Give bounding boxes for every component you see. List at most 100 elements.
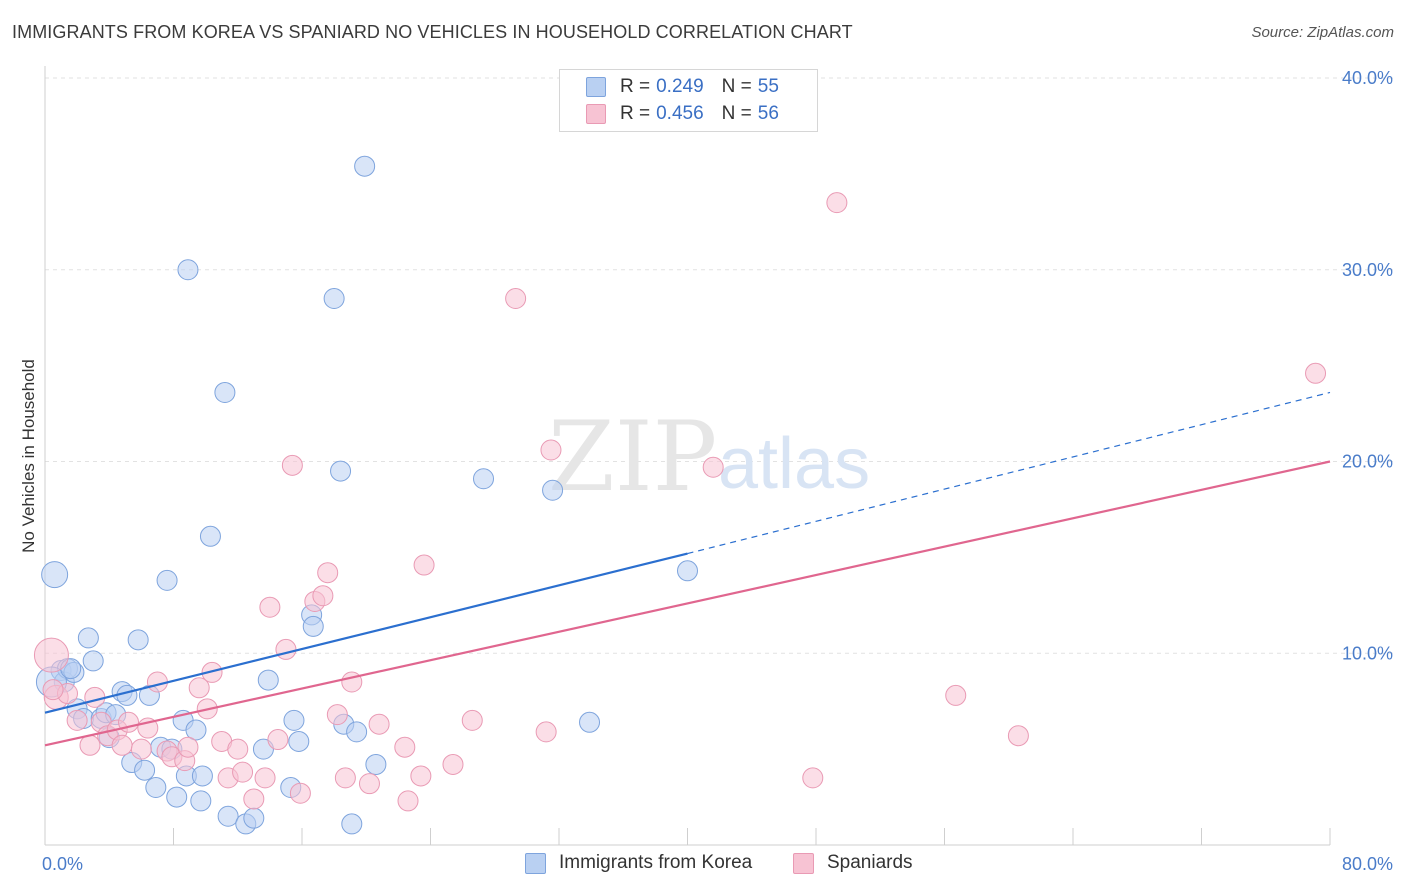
point-korea	[677, 560, 698, 582]
point-spaniards	[535, 721, 557, 743]
point-korea	[542, 479, 564, 501]
trend-line-spaniards	[44, 460, 1331, 747]
legend-n-value: 55	[757, 76, 779, 97]
legend-swatch-spaniards	[586, 104, 606, 124]
point-spaniards	[289, 782, 311, 804]
point-spaniards	[111, 734, 133, 756]
point-korea	[156, 569, 178, 591]
series-swatch-korea	[525, 852, 546, 874]
point-korea	[243, 807, 265, 829]
point-spaniards	[461, 709, 483, 731]
point-spaniards	[275, 638, 297, 660]
trend-lines	[44, 391, 1331, 747]
point-spaniards	[243, 788, 265, 810]
point-spaniards	[267, 729, 289, 751]
point-korea	[257, 669, 279, 691]
point-korea	[199, 525, 221, 547]
point-korea	[579, 711, 601, 733]
y-tick-label: 10.0%	[1342, 643, 1393, 663]
point-korea	[116, 684, 138, 706]
stats-legend: R = 0.249 N = 55 R = 0.456 N = 56	[559, 69, 818, 132]
point-korea	[177, 259, 199, 281]
point-spaniards	[945, 684, 967, 706]
point-korea	[323, 288, 345, 310]
legend-n-label: N =	[721, 103, 752, 124]
y-tick-label: 30.0%	[1342, 260, 1393, 280]
x-tick-label: 80.0%	[1342, 854, 1393, 874]
point-korea	[217, 805, 239, 827]
point-spaniards	[368, 713, 390, 735]
point-spaniards	[826, 192, 848, 214]
point-korea	[134, 759, 156, 781]
point-spaniards	[84, 686, 106, 708]
point-spaniards	[312, 585, 334, 607]
point-spaniards	[232, 761, 254, 783]
point-spaniards	[227, 738, 249, 760]
legend-n-label: N =	[721, 76, 752, 97]
point-spaniards	[130, 738, 152, 760]
watermark-atlas: atlas	[718, 424, 870, 504]
point-spaniards	[1007, 725, 1029, 747]
point-spaniards	[42, 679, 64, 701]
legend-r-value: 0.456	[656, 103, 704, 124]
data-points	[33, 155, 1327, 835]
point-korea	[283, 709, 305, 731]
point-spaniards	[317, 562, 339, 584]
legend-swatch-korea	[586, 77, 606, 97]
series-label-korea: Immigrants from Korea	[559, 852, 753, 873]
point-korea	[166, 786, 188, 808]
x-tick-label: 0.0%	[42, 854, 83, 874]
point-spaniards	[505, 288, 527, 310]
trend-line-korea	[44, 552, 688, 714]
point-spaniards	[358, 773, 380, 795]
point-korea	[191, 765, 213, 787]
point-spaniards	[442, 753, 464, 775]
point-korea	[214, 381, 236, 403]
point-spaniards	[33, 637, 69, 673]
legend-row-spaniards: R = 0.456 N = 56	[586, 102, 779, 126]
series-legend-spaniards: Spaniards	[793, 852, 913, 874]
series-legend: Immigrants from Korea Spaniards	[0, 852, 1406, 878]
trend-line-korea-projection	[687, 391, 1331, 555]
point-spaniards	[326, 704, 348, 726]
point-korea	[330, 460, 352, 482]
point-korea	[354, 155, 376, 177]
point-spaniards	[254, 767, 276, 789]
grid-lines	[45, 77, 1393, 654]
point-spaniards	[540, 439, 562, 461]
point-spaniards	[281, 454, 303, 476]
point-spaniards	[394, 736, 416, 758]
point-spaniards	[410, 765, 432, 787]
y-tick-label: 40.0%	[1342, 68, 1393, 88]
point-korea	[127, 629, 149, 651]
point-korea	[365, 753, 387, 775]
legend-row-korea: R = 0.249 N = 55	[586, 75, 779, 99]
y-axis-label: No Vehicles in Household	[19, 359, 38, 553]
point-korea	[346, 721, 368, 743]
point-korea	[252, 738, 274, 760]
point-korea	[77, 627, 99, 649]
point-spaniards	[177, 736, 199, 758]
point-korea	[341, 813, 363, 835]
y-tick-label: 20.0%	[1342, 452, 1393, 472]
point-korea	[190, 790, 212, 812]
point-korea	[185, 719, 207, 741]
point-korea	[145, 776, 167, 798]
legend-r-label: R =	[620, 103, 651, 124]
chart-title: IMMIGRANTS FROM KOREA VS SPANIARD NO VEH…	[12, 22, 853, 42]
point-spaniards	[79, 734, 101, 756]
point-spaniards	[334, 767, 356, 789]
axes	[44, 66, 1331, 846]
source-credit: Source: ZipAtlas.com	[1251, 24, 1394, 41]
watermark: ZIP atlas	[548, 401, 870, 513]
x-tick-labels: 0.0% 80.0%	[42, 854, 1393, 874]
legend-n-value: 56	[757, 103, 779, 124]
series-swatch-spaniards	[793, 852, 814, 874]
point-spaniards	[802, 767, 824, 789]
series-legend-korea: Immigrants from Korea	[525, 852, 752, 874]
point-spaniards	[259, 596, 281, 618]
point-korea	[41, 561, 69, 589]
point-spaniards	[397, 790, 419, 812]
y-tick-labels: 10.0% 20.0% 30.0% 40.0%	[1342, 68, 1393, 663]
